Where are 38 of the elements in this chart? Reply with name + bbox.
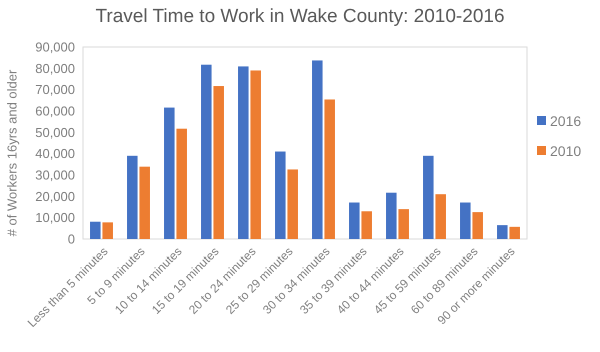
y-tick-label: 70,000 (35, 82, 75, 98)
y-tick-label: 30,000 (35, 168, 75, 183)
bar (361, 211, 372, 239)
bar (287, 169, 298, 239)
bar (324, 99, 335, 239)
y-tick-label: 40,000 (35, 146, 75, 162)
bar (472, 212, 483, 239)
bar (90, 222, 101, 239)
bar (509, 226, 520, 239)
bar (164, 108, 175, 239)
bar (275, 152, 286, 239)
y-tick-label: 50,000 (35, 124, 75, 140)
bar (213, 86, 224, 239)
bar (102, 222, 113, 239)
bar (250, 70, 261, 239)
bar (349, 202, 360, 239)
bar (386, 192, 397, 239)
bar (176, 128, 187, 239)
bar (497, 225, 508, 239)
bar (435, 194, 446, 239)
bar (398, 209, 409, 239)
bar (139, 166, 150, 239)
legend-label: 2016 (550, 112, 582, 129)
bar (312, 60, 323, 239)
y-tick-label: 20,000 (35, 188, 75, 204)
y-tick-label: 60,000 (35, 104, 75, 119)
bar (238, 66, 249, 239)
y-tick-label: 90,000 (35, 40, 75, 55)
y-axis-title: # of Workers 16yrs and older (4, 68, 20, 236)
chart-title: Travel Time to Work in Wake County: 2010-2016 (95, 6, 505, 27)
y-tick-label: 0 (68, 232, 75, 247)
bar (460, 202, 471, 239)
bar (423, 156, 434, 239)
legend-label: 2010 (550, 142, 582, 159)
y-tick-label: 10,000 (35, 210, 75, 226)
bar (201, 64, 212, 239)
bar (127, 156, 138, 239)
y-tick-label: 80,000 (35, 60, 75, 76)
